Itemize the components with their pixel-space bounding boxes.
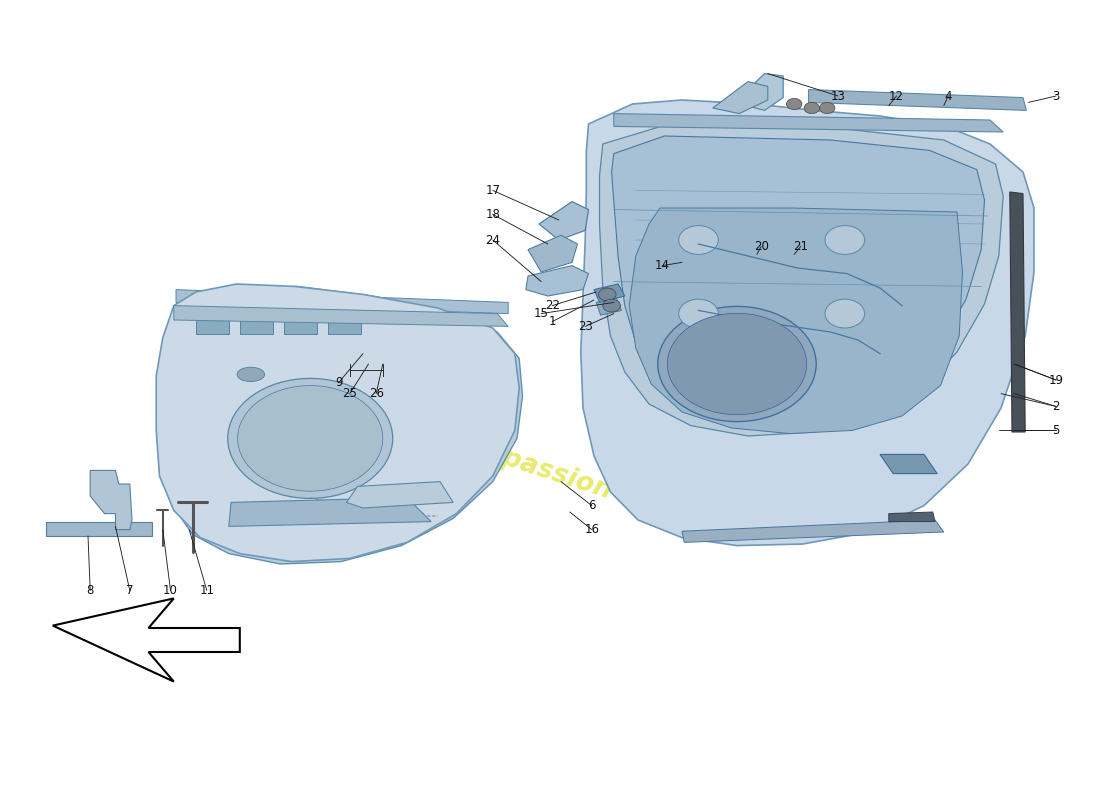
Circle shape (385, 389, 433, 424)
Ellipse shape (238, 367, 265, 382)
Circle shape (679, 299, 718, 328)
Polygon shape (735, 74, 783, 110)
Polygon shape (1010, 192, 1025, 432)
Polygon shape (165, 286, 522, 564)
Circle shape (825, 299, 865, 328)
Polygon shape (46, 522, 152, 536)
Polygon shape (581, 100, 1034, 546)
Polygon shape (328, 318, 361, 334)
Polygon shape (526, 266, 588, 296)
Polygon shape (240, 318, 273, 334)
Polygon shape (53, 598, 240, 682)
Circle shape (786, 98, 802, 110)
Polygon shape (612, 136, 984, 406)
Text: 13: 13 (830, 90, 846, 102)
Polygon shape (713, 82, 768, 114)
Polygon shape (90, 470, 132, 530)
Polygon shape (174, 306, 508, 326)
Polygon shape (614, 114, 1003, 132)
Polygon shape (594, 284, 625, 302)
Circle shape (820, 102, 835, 114)
Circle shape (238, 386, 383, 491)
Polygon shape (889, 512, 935, 522)
Circle shape (668, 314, 806, 414)
Text: 10: 10 (163, 584, 178, 597)
Text: 26: 26 (368, 387, 384, 400)
Text: 5: 5 (1053, 424, 1059, 437)
Text: 14: 14 (654, 259, 670, 272)
Text: S: S (155, 296, 285, 472)
Text: 16: 16 (584, 523, 600, 536)
Text: 6: 6 (588, 499, 595, 512)
Polygon shape (629, 208, 962, 434)
Text: P: P (356, 302, 480, 466)
Polygon shape (600, 124, 1003, 436)
Text: 20: 20 (754, 240, 769, 253)
Polygon shape (528, 235, 578, 272)
Text: 17: 17 (485, 184, 501, 197)
Polygon shape (229, 498, 431, 526)
Text: 15: 15 (534, 307, 549, 320)
Circle shape (399, 328, 448, 363)
Circle shape (227, 384, 275, 419)
Text: 2: 2 (1053, 400, 1059, 413)
Text: 22: 22 (544, 299, 560, 312)
Text: 24: 24 (485, 234, 501, 246)
Text: 21: 21 (793, 240, 808, 253)
Text: 11: 11 (199, 584, 214, 597)
Polygon shape (808, 90, 1026, 110)
Circle shape (598, 288, 616, 301)
Polygon shape (539, 202, 588, 240)
Text: 8: 8 (87, 584, 94, 597)
Text: 7: 7 (126, 584, 133, 597)
Circle shape (825, 226, 865, 254)
Polygon shape (880, 454, 937, 474)
Text: 25: 25 (342, 387, 358, 400)
Polygon shape (196, 318, 229, 334)
Text: 18: 18 (485, 208, 501, 221)
Polygon shape (682, 520, 944, 542)
Text: 3: 3 (1053, 90, 1059, 102)
Polygon shape (284, 318, 317, 334)
Text: 9: 9 (336, 376, 342, 389)
Circle shape (228, 378, 393, 498)
Polygon shape (596, 298, 622, 315)
Text: 23: 23 (578, 320, 593, 333)
Text: 1: 1 (549, 315, 556, 328)
Polygon shape (346, 482, 453, 508)
Circle shape (804, 102, 820, 114)
Text: 4: 4 (945, 90, 952, 102)
Circle shape (658, 306, 816, 422)
Text: a passion for parts: a passion for parts (473, 437, 748, 547)
Polygon shape (176, 290, 508, 314)
Polygon shape (156, 284, 519, 562)
Text: 12: 12 (889, 90, 904, 102)
Circle shape (227, 309, 275, 344)
Circle shape (603, 299, 620, 312)
Circle shape (679, 226, 718, 254)
Text: 19: 19 (1048, 374, 1064, 386)
Circle shape (315, 314, 363, 350)
